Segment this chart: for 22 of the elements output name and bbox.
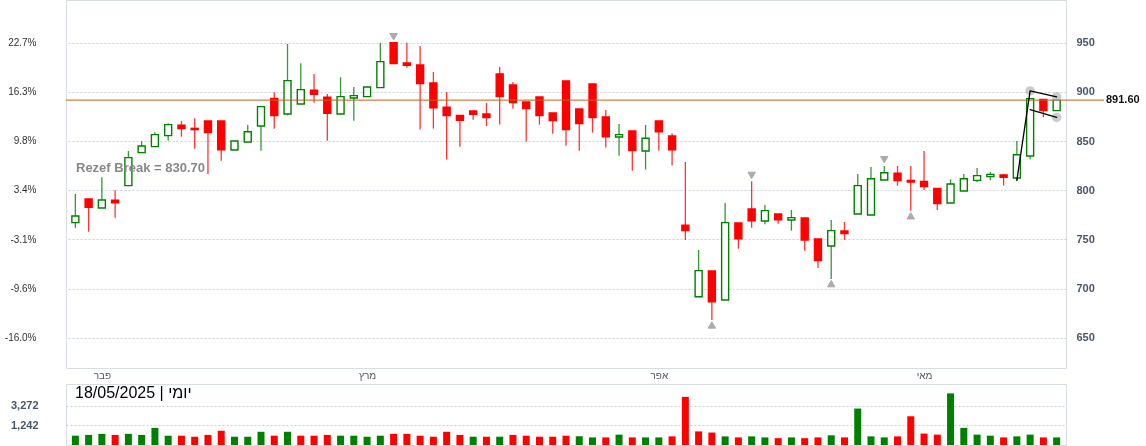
y2-tick-label: -9.6% bbox=[10, 283, 37, 295]
y-tick-label: 700 bbox=[1076, 282, 1095, 295]
y-tick-label: 800 bbox=[1076, 183, 1095, 196]
y2-tick-label: -3.1% bbox=[10, 233, 37, 245]
x-tick-label: מרץ bbox=[358, 369, 377, 381]
x-tick-label: פבר bbox=[93, 369, 112, 381]
y2-tick-label: 9.8% bbox=[13, 135, 37, 147]
y-tick-label: 950 bbox=[1076, 36, 1095, 49]
y2-tick-label: 3.4% bbox=[13, 184, 37, 196]
annotation: יומי | 18/05/2025 bbox=[75, 384, 192, 401]
y-tick-label: 1,242 bbox=[10, 418, 39, 431]
y2-tick-label: -16.0% bbox=[4, 332, 37, 344]
y2-tick-label: 22.7% bbox=[8, 37, 37, 49]
y-tick-label: 3,272 bbox=[10, 399, 39, 412]
ref-line-label: 891.60 bbox=[1106, 93, 1140, 106]
x-tick-label: מאי bbox=[916, 369, 933, 381]
y-tick-label: 850 bbox=[1076, 134, 1095, 147]
y-tick-label: 900 bbox=[1076, 85, 1095, 98]
y2-tick-label: 16.3% bbox=[8, 85, 37, 97]
y-tick-label: 750 bbox=[1076, 232, 1095, 245]
x-tick-label: אפר bbox=[650, 369, 669, 381]
y-tick-label: 650 bbox=[1076, 331, 1095, 344]
